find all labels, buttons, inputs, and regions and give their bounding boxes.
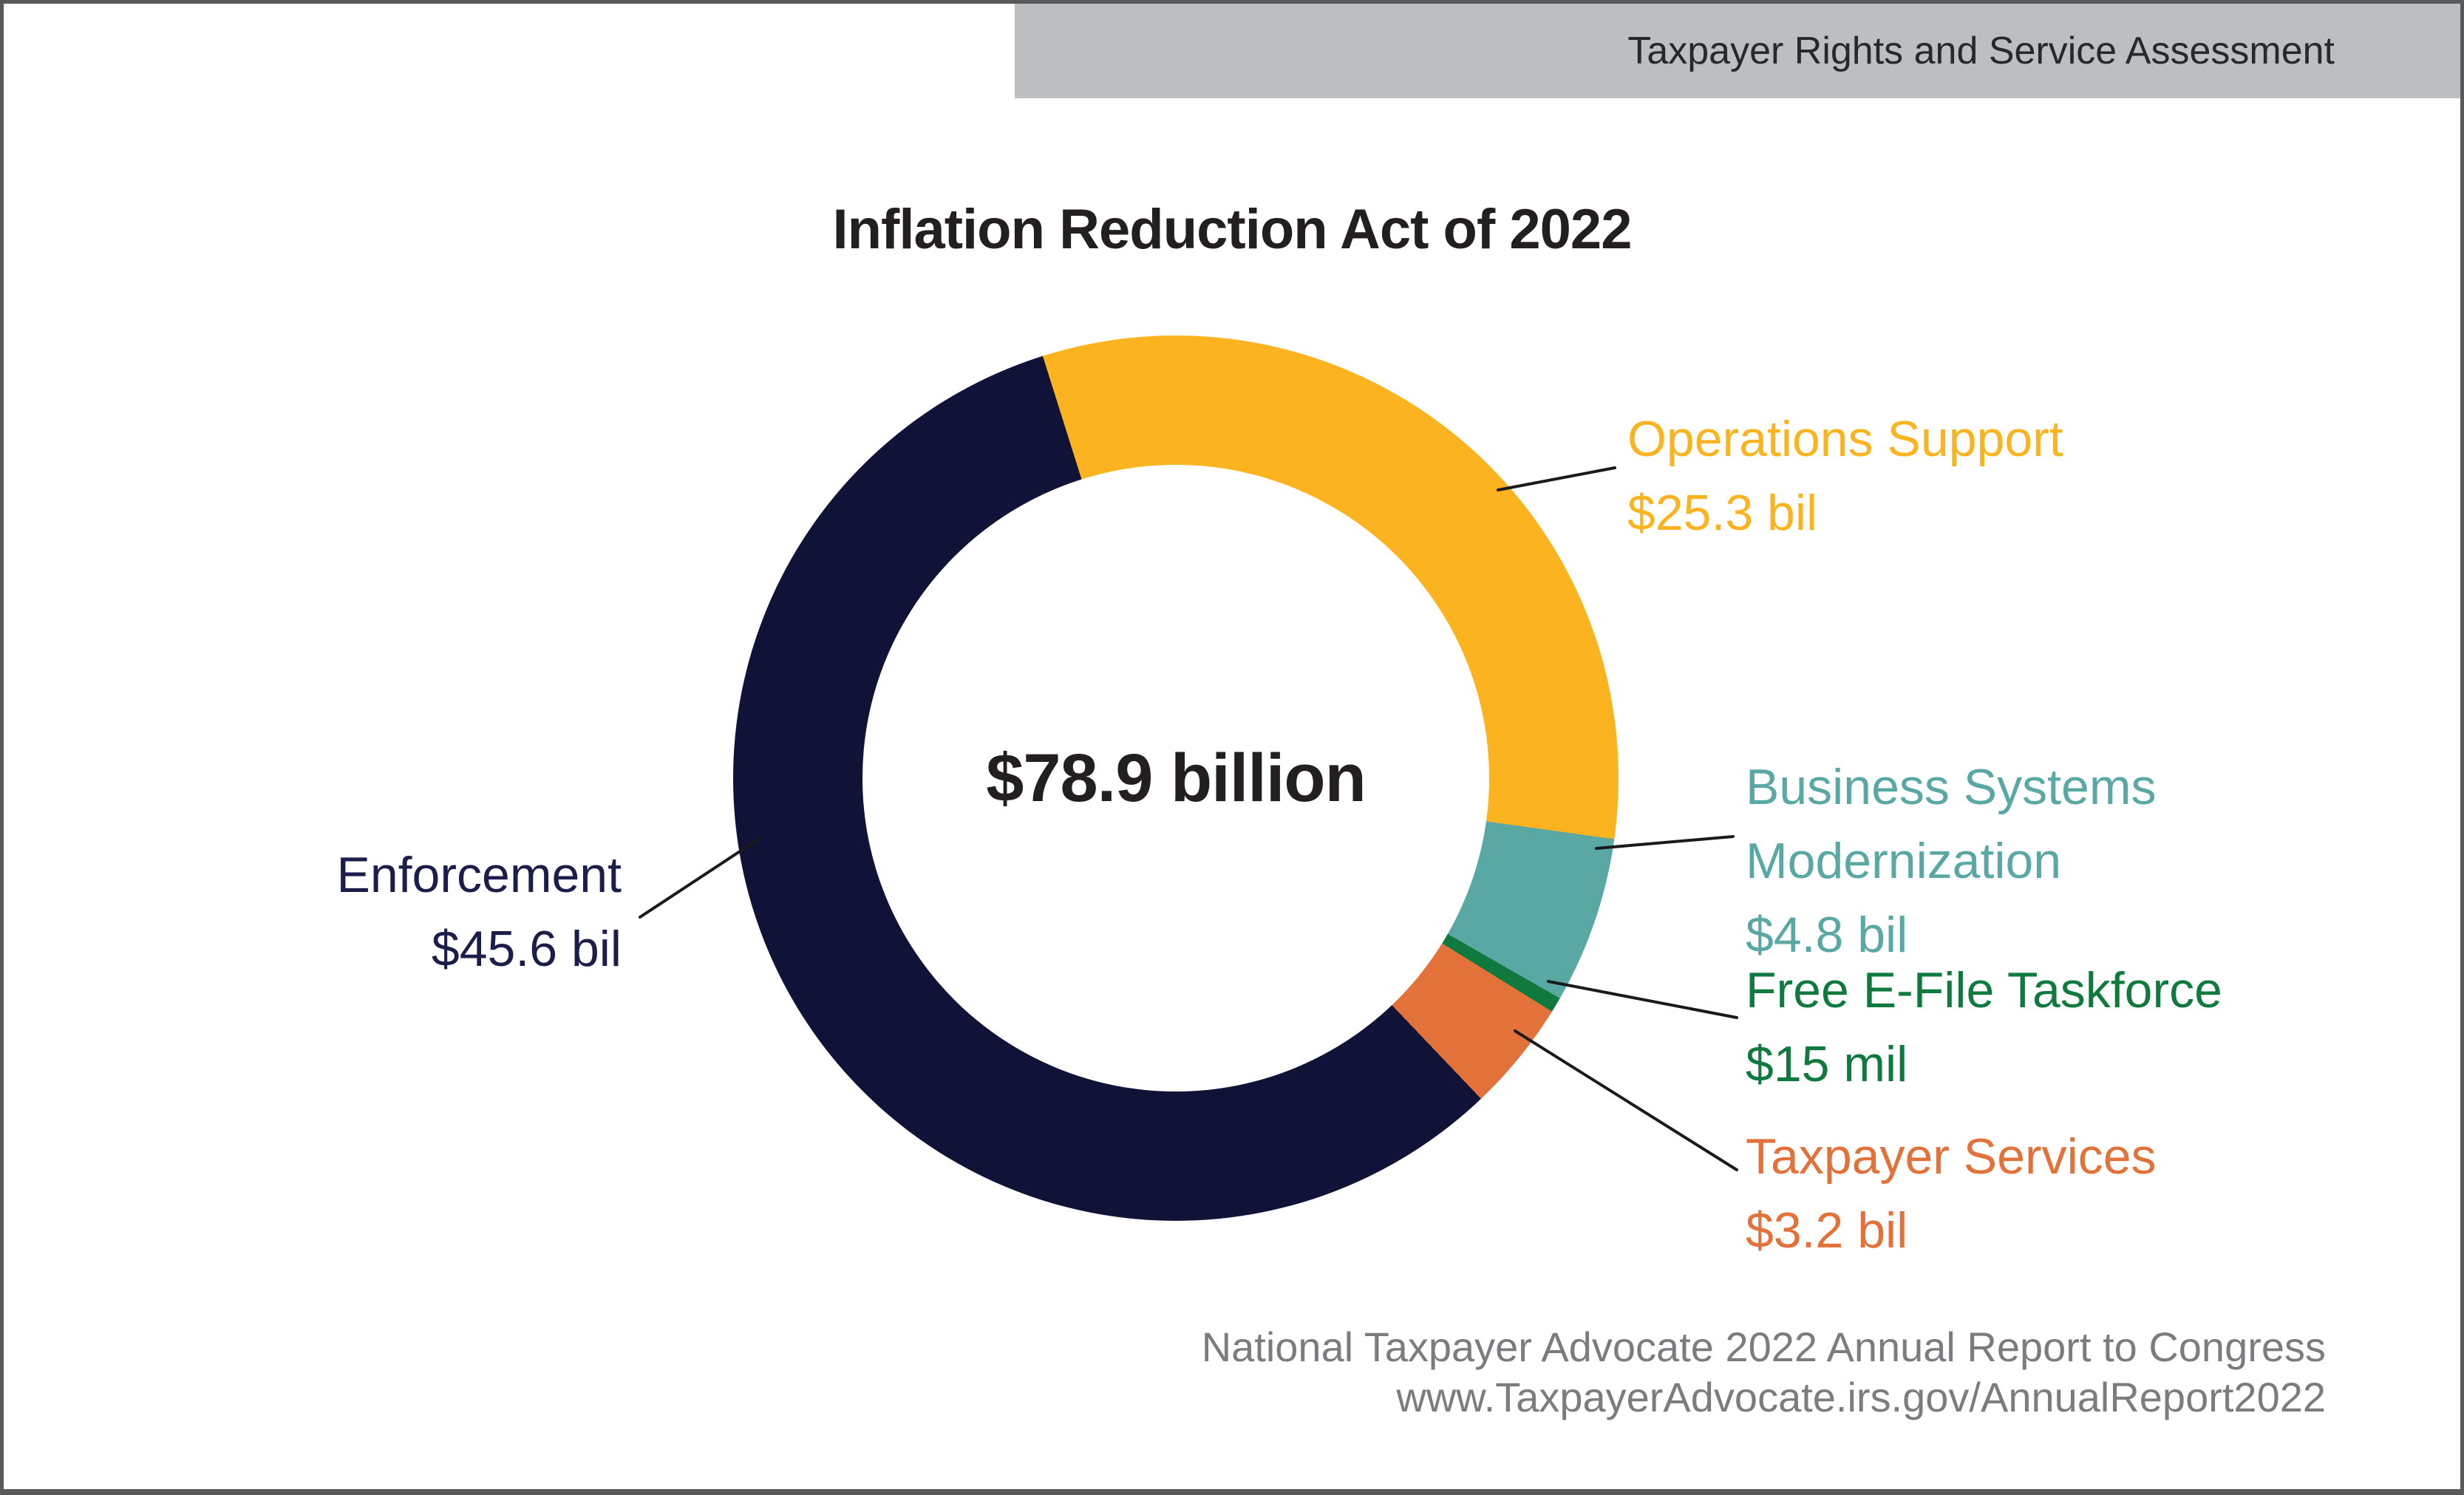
segment-amount: $25.3 bil xyxy=(1627,485,1818,541)
leader-line-free-efile-taskforce xyxy=(1547,980,1738,1019)
segment-amount: $3.2 bil xyxy=(1746,1202,1908,1259)
report-banner-text: Taxpayer Rights and Service Assessment xyxy=(1627,30,2335,72)
source-line: National Taxpayer Advocate 2022 Annual R… xyxy=(1201,1324,2326,1370)
segment-name: Taxpayer Services xyxy=(1746,1128,2157,1185)
leader-line-taxpayer-services xyxy=(1514,1029,1738,1171)
callout-label-taxpayer-services: Taxpayer Services $3.2 bil xyxy=(1746,1120,2157,1267)
segment-name: Enforcement xyxy=(336,847,622,903)
segment-amount: $15 mil xyxy=(1746,1036,1908,1092)
segment-name: Operations Support xyxy=(1627,411,2063,467)
segment-amount: $45.6 bil xyxy=(431,921,622,977)
segment-amount: $4.8 bil xyxy=(1746,907,1908,963)
source-url: www.TaxpayerAdvocate.irs.gov/AnnualRepor… xyxy=(1396,1374,2326,1420)
report-banner: Taxpayer Rights and Service Assessment xyxy=(1015,4,2460,98)
callout-label-free-efile-taskforce: Free E-File Taskforce $15 mil xyxy=(1746,953,2222,1101)
callout-label-business-systems-modernization: Business Systems Modernization $4.8 bil xyxy=(1746,750,2189,972)
leader-line-operations-support xyxy=(1497,466,1616,491)
segment-name: Business Systems Modernization xyxy=(1746,759,2157,889)
source-attribution: National Taxpayer Advocate 2022 Annual R… xyxy=(1202,1322,2326,1423)
chart-title: Inflation Reduction Act of 2022 xyxy=(832,198,1633,261)
donut-hole: $78.9 billion xyxy=(862,465,1489,1092)
leader-line-business-systems-modernization xyxy=(1595,835,1735,850)
donut-chart: $78.9 billion xyxy=(733,336,1619,1221)
callout-label-enforcement: Enforcement $45.6 bil xyxy=(336,838,622,986)
callout-label-operations-support: Operations Support $25.3 bil xyxy=(1627,402,2063,550)
donut-center-total: $78.9 billion xyxy=(986,740,1367,816)
segment-name: Free E-File Taskforce xyxy=(1746,962,2222,1018)
